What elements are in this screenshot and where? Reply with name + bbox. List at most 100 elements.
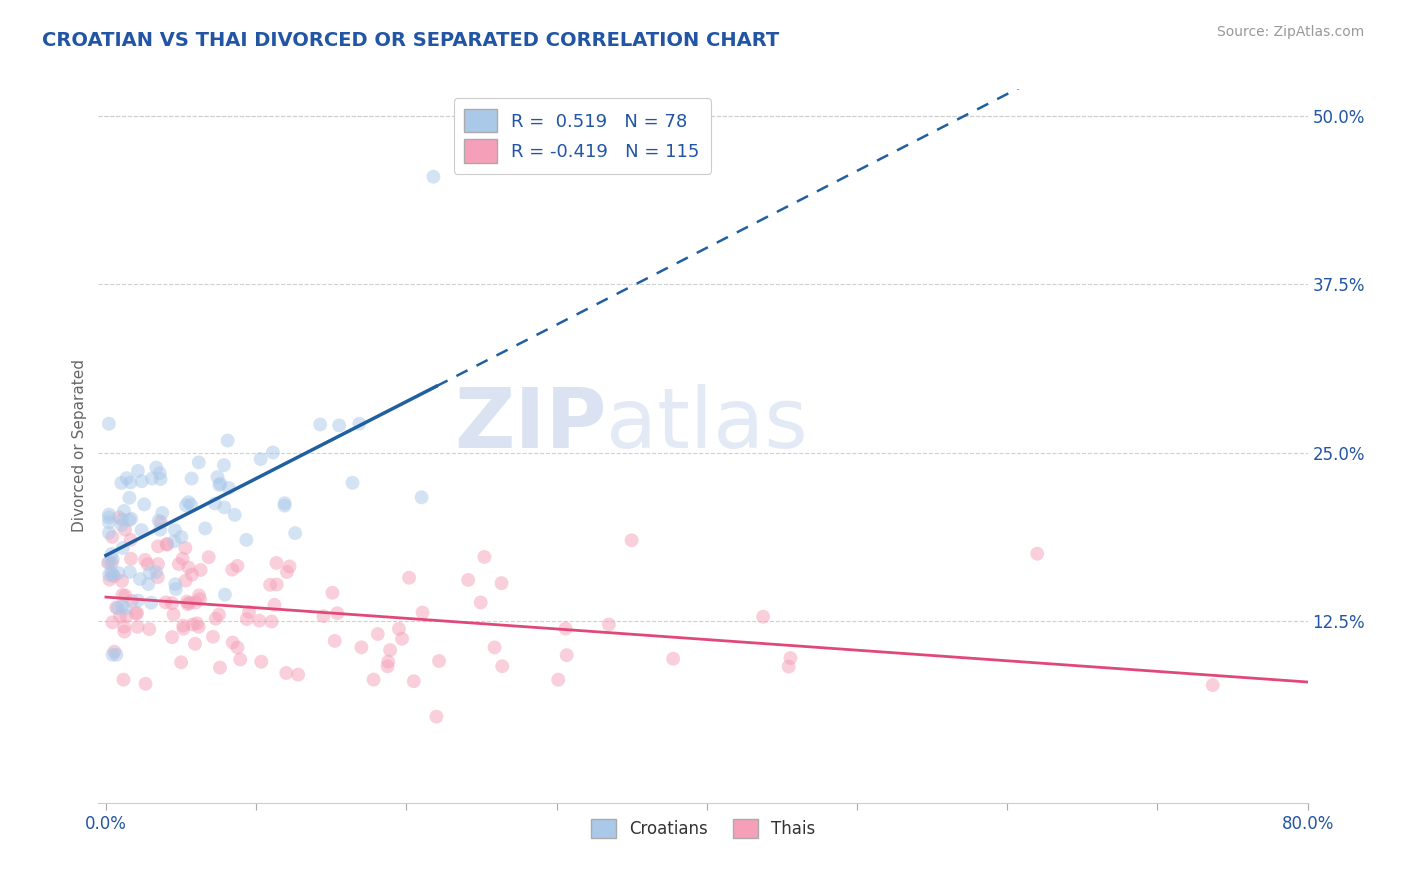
- Point: [118, 491, 141, 505]
- Point: [165, 582, 187, 596]
- Point: [190, 563, 212, 577]
- Point: [323, 634, 346, 648]
- Point: [101, 615, 124, 630]
- Point: [149, 523, 172, 537]
- Point: [208, 478, 231, 492]
- Point: [118, 513, 141, 527]
- Point: [180, 471, 202, 485]
- Point: [146, 570, 169, 584]
- Point: [97, 508, 120, 522]
- Point: [259, 578, 281, 592]
- Point: [226, 558, 249, 573]
- Point: [98, 567, 121, 582]
- Point: [112, 673, 135, 687]
- Point: [156, 537, 179, 551]
- Point: [138, 577, 160, 591]
- Legend: Croatians, Thais: Croatians, Thais: [583, 812, 823, 845]
- Point: [101, 567, 124, 582]
- Point: [555, 648, 578, 662]
- Point: [547, 673, 569, 687]
- Point: [662, 651, 685, 665]
- Point: [226, 640, 249, 655]
- Point: [224, 508, 246, 522]
- Point: [388, 622, 411, 636]
- Point: [398, 571, 420, 585]
- Point: [377, 655, 399, 669]
- Point: [260, 615, 283, 629]
- Point: [115, 471, 138, 485]
- Point: [266, 577, 288, 591]
- Point: [172, 551, 194, 566]
- Point: [172, 618, 194, 632]
- Point: [214, 588, 236, 602]
- Point: [120, 475, 142, 490]
- Point: [103, 569, 125, 583]
- Point: [101, 530, 124, 544]
- Point: [321, 586, 343, 600]
- Point: [236, 612, 259, 626]
- Point: [111, 574, 134, 588]
- Point: [263, 598, 285, 612]
- Point: [138, 566, 160, 580]
- Point: [111, 541, 134, 555]
- Point: [177, 495, 200, 509]
- Point: [134, 553, 156, 567]
- Point: [188, 592, 211, 607]
- Point: [170, 530, 193, 544]
- Point: [145, 460, 167, 475]
- Point: [141, 471, 163, 485]
- Point: [201, 630, 224, 644]
- Point: [176, 594, 198, 608]
- Point: [218, 481, 240, 495]
- Point: [111, 588, 134, 602]
- Point: [266, 556, 288, 570]
- Point: [470, 595, 492, 609]
- Point: [411, 490, 433, 504]
- Point: [108, 609, 131, 624]
- Point: [176, 597, 198, 611]
- Point: [125, 606, 148, 620]
- Point: [180, 498, 202, 512]
- Point: [131, 475, 153, 489]
- Point: [184, 596, 207, 610]
- Point: [127, 620, 149, 634]
- Point: [350, 640, 373, 655]
- Point: [474, 549, 496, 564]
- Point: [328, 418, 350, 433]
- Point: [378, 643, 401, 657]
- Point: [167, 557, 190, 571]
- Point: [146, 539, 169, 553]
- Point: [127, 464, 149, 478]
- Point: [145, 565, 167, 579]
- Point: [221, 563, 243, 577]
- Point: [427, 654, 450, 668]
- Point: [156, 538, 179, 552]
- Point: [484, 640, 506, 655]
- Point: [1202, 678, 1225, 692]
- Point: [111, 513, 134, 527]
- Point: [184, 637, 207, 651]
- Point: [115, 609, 138, 624]
- Point: [391, 632, 413, 646]
- Point: [425, 709, 447, 723]
- Point: [107, 601, 129, 615]
- Point: [105, 600, 128, 615]
- Point: [150, 506, 173, 520]
- Point: [204, 612, 226, 626]
- Point: [97, 510, 120, 524]
- Point: [101, 648, 124, 662]
- Point: [118, 565, 141, 579]
- Point: [181, 567, 204, 582]
- Point: [284, 526, 307, 541]
- Point: [170, 655, 193, 669]
- Y-axis label: Divorced or Separated: Divorced or Separated: [72, 359, 87, 533]
- Point: [273, 499, 295, 513]
- Point: [179, 596, 201, 610]
- Point: [108, 510, 131, 524]
- Point: [100, 566, 122, 580]
- Point: [97, 556, 120, 570]
- Point: [174, 498, 197, 512]
- Point: [105, 648, 128, 662]
- Point: [121, 594, 143, 608]
- Point: [276, 565, 298, 579]
